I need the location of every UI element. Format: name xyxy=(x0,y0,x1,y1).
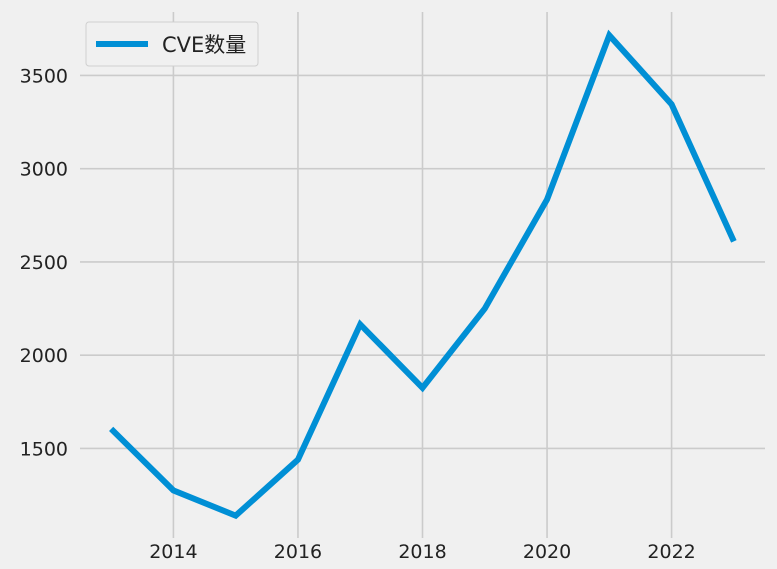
x-gridlines xyxy=(172,12,673,538)
x-tick-label: 2016 xyxy=(274,541,322,563)
x-tick-label: 2018 xyxy=(398,541,446,563)
y-tick-label: 2000 xyxy=(20,345,68,367)
legend: CVE数量 xyxy=(85,21,259,67)
series-line xyxy=(109,29,737,520)
series-lines xyxy=(109,29,737,520)
y-tick-label: 3500 xyxy=(20,65,68,87)
legend-box xyxy=(85,21,259,67)
y-tick-label: 1500 xyxy=(20,438,68,460)
x-tick-label: 2014 xyxy=(149,541,197,563)
y-tick-label: 3000 xyxy=(20,159,68,181)
legend-label: CVE数量 xyxy=(162,33,246,57)
x-tick-label: 2022 xyxy=(647,541,695,563)
y-gridlines xyxy=(80,74,765,450)
x-tick-label: 2020 xyxy=(523,541,571,563)
x-tick-labels: 2014 2016 2018 2020 2022 xyxy=(149,541,696,563)
y-tick-labels: 1500 2000 2500 3000 3500 xyxy=(20,65,68,460)
y-tick-label: 2500 xyxy=(20,252,68,274)
